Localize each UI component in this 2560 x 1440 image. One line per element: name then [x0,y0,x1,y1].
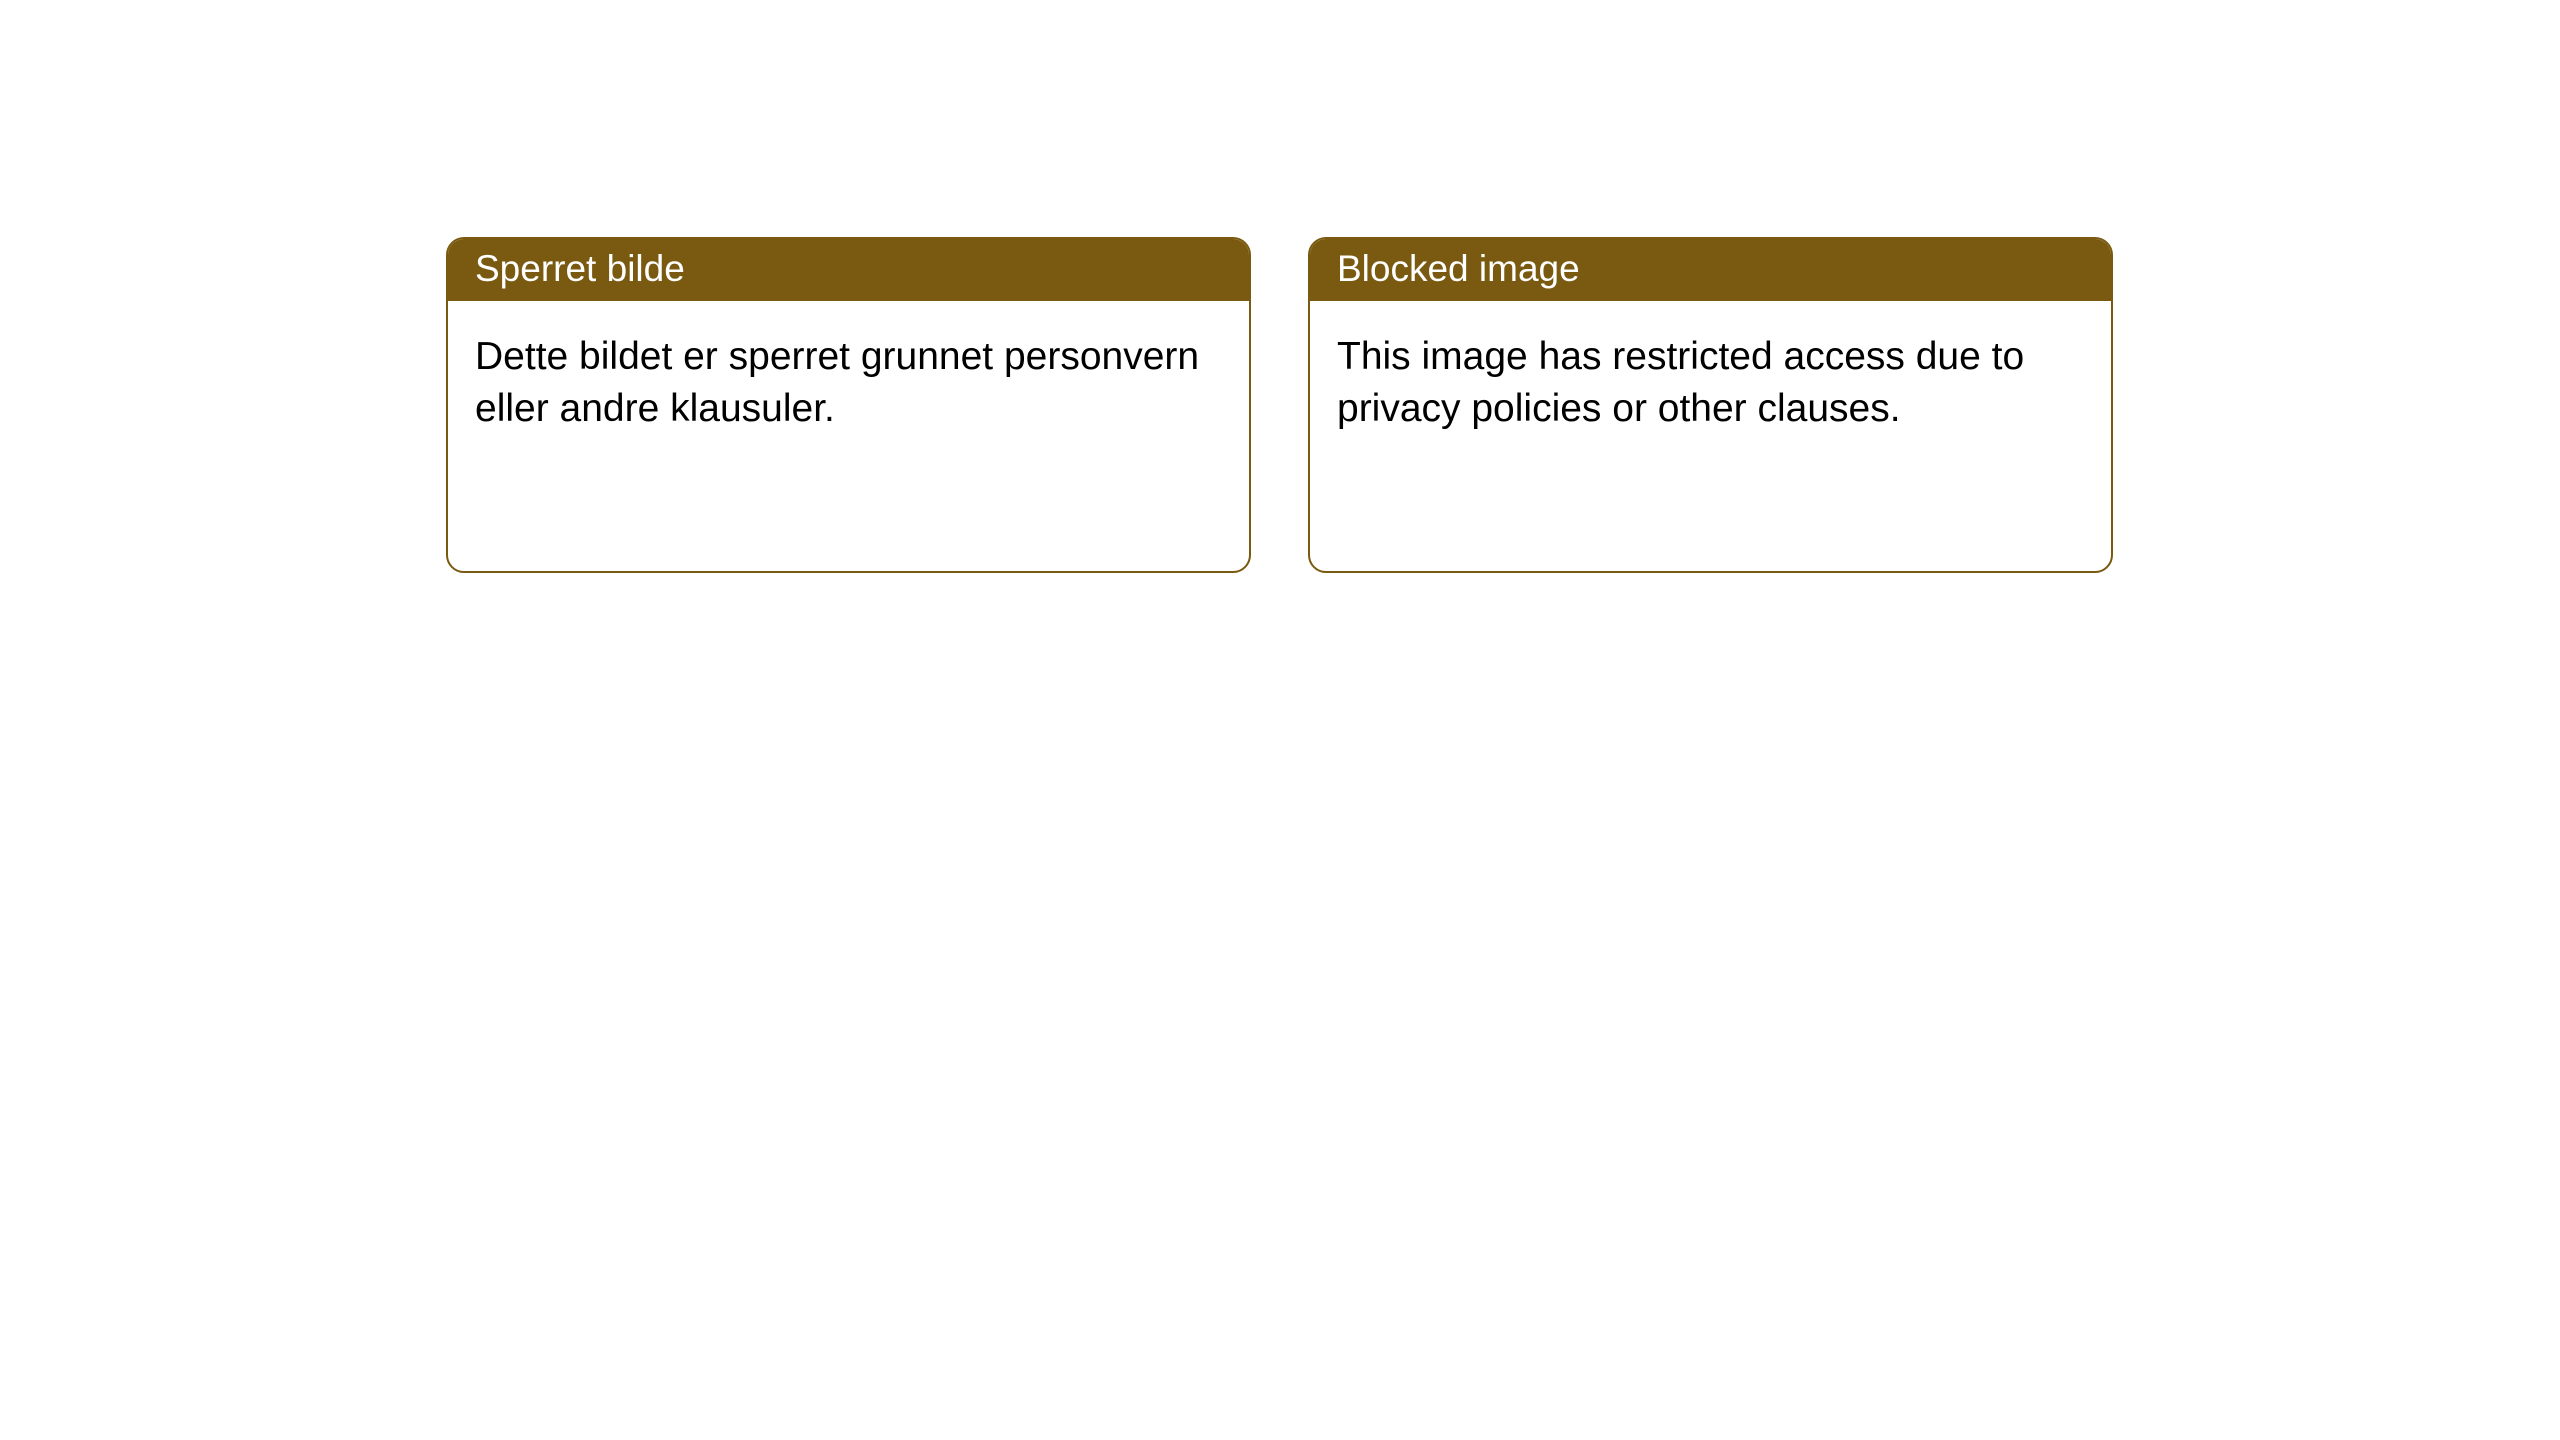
card-body-text: This image has restricted access due to … [1310,301,2111,466]
card-title: Blocked image [1310,239,2111,301]
card-body-text: Dette bildet er sperret grunnet personve… [448,301,1249,466]
notice-card-english: Blocked image This image has restricted … [1308,237,2113,573]
notice-cards-container: Sperret bilde Dette bildet er sperret gr… [446,237,2113,573]
card-title: Sperret bilde [448,239,1249,301]
notice-card-norwegian: Sperret bilde Dette bildet er sperret gr… [446,237,1251,573]
